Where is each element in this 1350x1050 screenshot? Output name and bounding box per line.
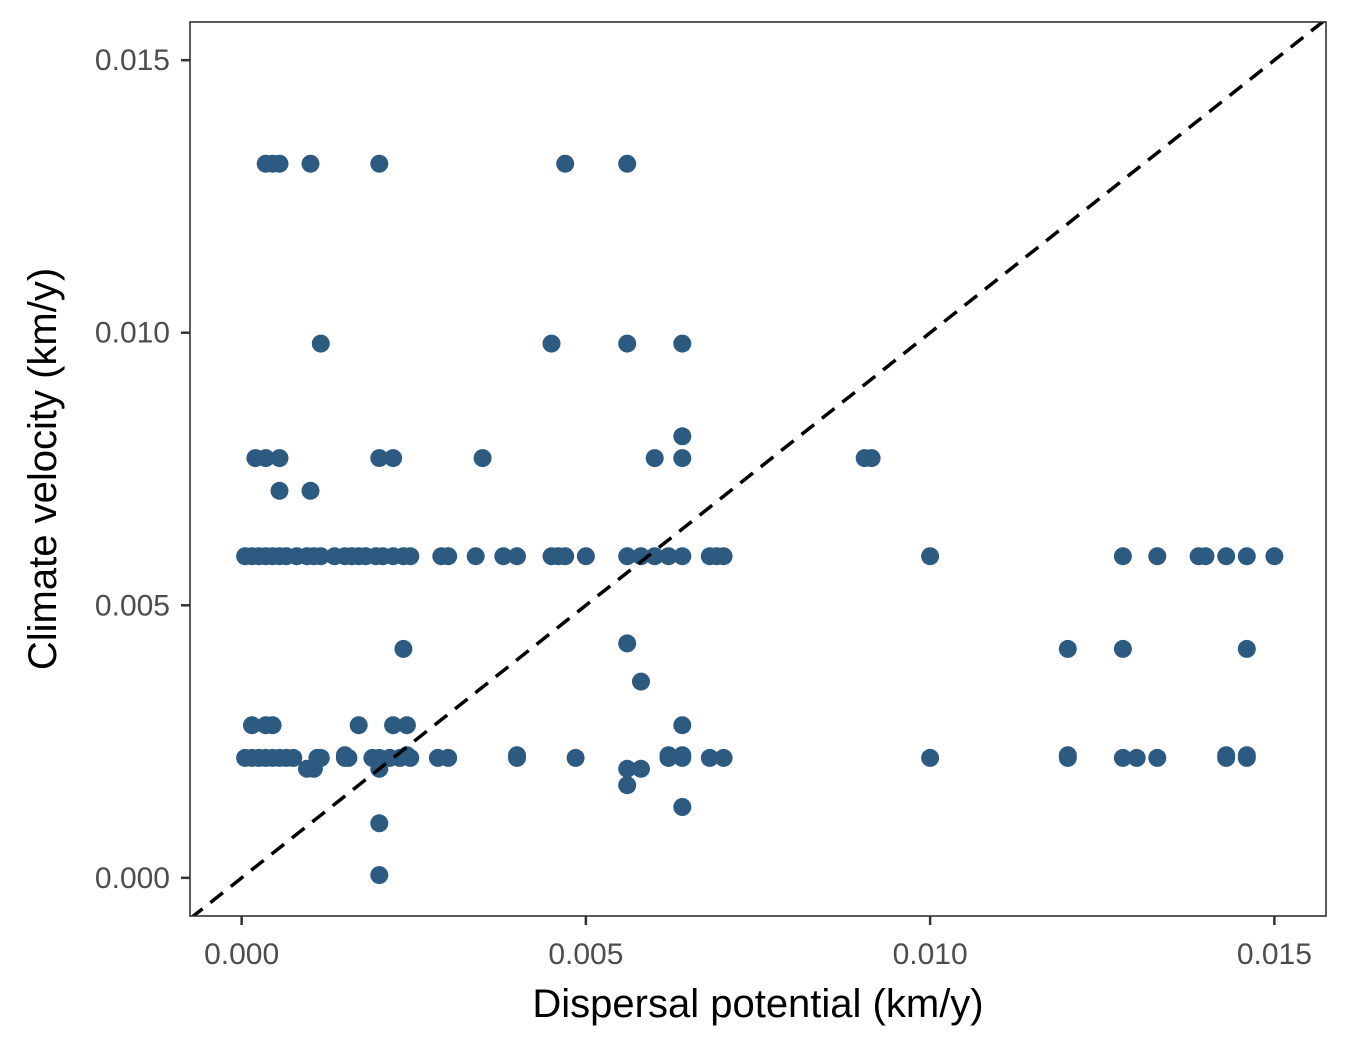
- data-point-57: [659, 547, 678, 566]
- data-point-46: [439, 547, 458, 566]
- data-point-58: [673, 547, 692, 566]
- y-axis-title: Climate velocity (km/y): [21, 268, 65, 670]
- data-point-122: [1237, 746, 1256, 765]
- x-axis-title: Dispersal potential (km/y): [532, 982, 983, 1026]
- data-point-79: [349, 716, 368, 735]
- data-point-6: [618, 154, 637, 173]
- data-point-21: [862, 449, 881, 468]
- data-point-128: [618, 776, 637, 795]
- data-point-48: [494, 547, 513, 566]
- data-point-121: [1217, 746, 1236, 765]
- data-point-10: [673, 334, 692, 353]
- reference-line-1to1: [190, 22, 1326, 916]
- data-point-54: [618, 547, 637, 566]
- data-point-126: [618, 759, 637, 778]
- x-tick-label: 0.015: [1237, 938, 1312, 971]
- data-point-111: [1127, 748, 1146, 767]
- data-point-11: [673, 427, 692, 446]
- data-point-3: [301, 154, 320, 173]
- data-point-69: [1265, 547, 1284, 566]
- data-point-64: [1148, 547, 1167, 566]
- data-point-118: [659, 746, 678, 765]
- data-point-127: [632, 759, 650, 778]
- data-point-9: [618, 334, 637, 353]
- data-point-130: [370, 814, 389, 833]
- data-point-106: [700, 748, 719, 767]
- data-point-34: [311, 547, 330, 566]
- data-point-52: [556, 547, 575, 566]
- data-point-101: [439, 748, 458, 767]
- data-point-22: [270, 481, 289, 500]
- data-point-76: [243, 716, 261, 735]
- data-point-90: [284, 748, 303, 767]
- data-point-63: [1113, 547, 1132, 566]
- data-point-18: [645, 449, 664, 468]
- x-axis-ticks: 0.000 0.005 0.010 0.015: [204, 916, 1312, 971]
- data-point-110: [1113, 748, 1132, 767]
- data-point-120: [1058, 746, 1077, 765]
- data-point-15: [370, 449, 389, 468]
- x-tick-label: 0.000: [204, 938, 279, 971]
- data-point-62: [921, 547, 940, 566]
- data-point-115: [335, 746, 354, 765]
- data-point-131: [370, 866, 389, 885]
- data-point-49: [508, 547, 526, 566]
- data-point-119: [673, 746, 692, 765]
- data-point-107: [714, 748, 733, 767]
- plot-panel-border: [189, 21, 1327, 917]
- data-point-75: [632, 672, 650, 691]
- data-point-55: [632, 547, 650, 566]
- data-point-44: [401, 547, 420, 566]
- data-point-74: [1237, 639, 1256, 658]
- y-tick-label: 0.015: [95, 44, 170, 77]
- data-point-108: [921, 748, 940, 767]
- data-point-66: [1196, 547, 1215, 566]
- data-point-103: [566, 748, 585, 767]
- data-point-112: [1148, 748, 1167, 767]
- data-point-73: [1113, 639, 1132, 658]
- data-point-56: [645, 547, 664, 566]
- data-point-8: [542, 334, 561, 353]
- data-point-80: [384, 716, 403, 735]
- data-point-78: [263, 716, 282, 735]
- data-point-13: [256, 449, 275, 468]
- data-points: [236, 154, 1284, 885]
- y-tick-label: 0.000: [95, 862, 170, 895]
- data-point-81: [397, 716, 416, 735]
- data-point-2: [270, 154, 289, 173]
- data-point-19: [673, 449, 692, 468]
- data-point-7: [311, 334, 330, 353]
- data-point-72: [1058, 639, 1077, 658]
- data-point-70: [618, 634, 637, 653]
- data-point-16: [384, 449, 403, 468]
- data-point-61: [714, 547, 733, 566]
- data-point-67: [1217, 547, 1236, 566]
- data-point-47: [466, 547, 485, 566]
- data-point-4: [370, 154, 389, 173]
- data-point-17: [473, 449, 492, 468]
- data-point-14: [270, 449, 289, 468]
- y-axis-ticks: 0.000 0.005 0.010 0.015: [95, 44, 190, 895]
- data-point-117: [508, 746, 526, 765]
- x-tick-label: 0.005: [548, 938, 623, 971]
- y-tick-label: 0.005: [95, 589, 170, 622]
- data-point-71: [394, 639, 413, 658]
- y-tick-label: 0.010: [95, 317, 170, 350]
- data-point-82: [673, 716, 692, 735]
- data-point-124: [304, 759, 323, 778]
- data-point-5: [556, 154, 575, 173]
- data-point-129: [673, 798, 692, 816]
- data-point-23: [301, 481, 320, 500]
- x-tick-label: 0.010: [893, 938, 968, 971]
- data-point-53: [576, 547, 595, 566]
- data-point-68: [1237, 547, 1256, 566]
